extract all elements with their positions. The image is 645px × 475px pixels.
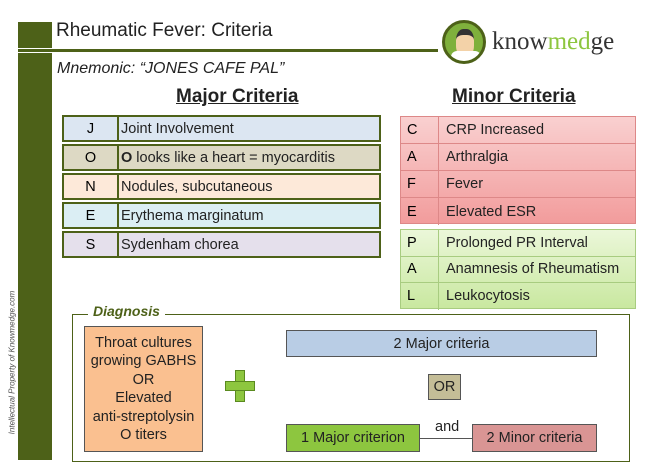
red_rows-group: C CRP Increased A Arthralgia F Fever E Elevated…: [400, 116, 636, 225]
major-desc: Erythema marginatum: [121, 207, 264, 224]
minor-row: A Arthralgia: [401, 144, 635, 171]
major-text: Nodules, subcutaneous: [121, 175, 273, 198]
evidence-line: O titers: [120, 427, 167, 443]
major-letter: E: [64, 204, 119, 227]
major-row: S Sydenham chorea: [62, 231, 381, 258]
diagnosis-label: Diagnosis: [88, 303, 165, 319]
minor-row: L Leukocytosis: [401, 283, 635, 310]
minor-letter: L: [401, 283, 439, 310]
logo-text-end: ge: [590, 28, 615, 55]
title-underline: [18, 49, 438, 52]
minor-text: Leukocytosis: [446, 288, 530, 305]
evidence-line: Elevated: [115, 390, 172, 406]
diagnosis-frame: [72, 314, 630, 462]
evidence-line: OR: [132, 371, 155, 388]
or-box: OR: [428, 374, 461, 400]
minor-row: P Prolonged PR Interval: [401, 230, 635, 257]
major-text: Joint Involvement: [121, 117, 234, 140]
and-label: and: [435, 419, 460, 435]
page-title: Rheumatic Fever: Criteria: [56, 20, 273, 41]
evidence-line: growing GABHS: [90, 353, 197, 369]
minor-letter: F: [401, 171, 439, 197]
major-desc: looks like a heart = myocarditis: [132, 149, 335, 166]
minor-letter: P: [401, 230, 439, 256]
minor-heading: Minor Criteria: [452, 86, 576, 107]
evidence-box: Throat cultures growing GABHS OR Elevate…: [84, 326, 203, 452]
evidence-line: Throat cultures: [95, 334, 192, 351]
logo-text-accent: med: [547, 28, 591, 55]
minor-row: E Elevated ESR: [401, 198, 635, 225]
mnemonic: Mnemonic: “JONES CAFE PAL”: [57, 60, 285, 77]
connector-line: [420, 438, 472, 439]
two-minor-box: 2 Minor criteria: [472, 424, 597, 452]
minor-text: Anamnesis of Rheumatism: [446, 261, 620, 278]
minor-text: Arthralgia: [446, 149, 509, 165]
green_rows-group: P Prolonged PR Interval A Anamnesis of Rheu…: [400, 229, 636, 310]
major-bold: O: [121, 149, 133, 166]
major-row: O O looks like a heart = myocarditis: [62, 144, 381, 171]
minor-letter: C: [401, 117, 439, 143]
major-row: E Erythema marginatum: [62, 202, 381, 229]
minor-row: A Anamnesis of Rheumatism: [401, 256, 635, 283]
minor-letter: A: [401, 256, 439, 282]
major-letter: N: [64, 175, 119, 198]
logo-text: know: [492, 28, 548, 55]
side-accent-bar: [18, 53, 52, 460]
major-letter: O: [64, 146, 119, 169]
two-major-box: 2 Major criteria: [286, 330, 597, 357]
major-text: Sydenham chorea: [121, 233, 239, 256]
logo: knowmedge: [442, 20, 614, 64]
major-desc: Nodules, subcutaneous: [121, 178, 273, 195]
plus-icon: [225, 370, 255, 402]
major-letter: S: [64, 233, 119, 256]
watermark: Intellectual Property of Knowmedge.com: [7, 290, 17, 435]
major-heading: Major Criteria: [176, 86, 299, 107]
major-row: J Joint Involvement: [62, 115, 381, 142]
minor-text: Prolonged PR Interval: [446, 234, 588, 251]
minor-text: Elevated ESR: [446, 203, 537, 220]
major-text: Erythema marginatum: [121, 204, 264, 227]
major-desc: Sydenham chorea: [121, 236, 239, 253]
major-text: O looks like a heart = myocarditis: [121, 146, 335, 169]
minor-row: C CRP Increased: [401, 117, 635, 144]
minor-row: F Fever: [401, 171, 635, 198]
doctor-avatar-icon: [442, 20, 486, 64]
minor-letter: A: [401, 144, 439, 170]
major-desc: Joint Involvement: [121, 120, 234, 137]
minor-text: Fever: [446, 176, 484, 192]
minor-text: CRP Increased: [446, 122, 545, 138]
major-row: N Nodules, subcutaneous: [62, 173, 381, 200]
one-major-box: 1 Major criterion: [286, 424, 420, 452]
major-letter: J: [64, 117, 119, 140]
evidence-line: anti-streptolysin: [92, 408, 195, 425]
title-accent-bar: [18, 22, 52, 48]
minor-letter: E: [401, 198, 439, 225]
